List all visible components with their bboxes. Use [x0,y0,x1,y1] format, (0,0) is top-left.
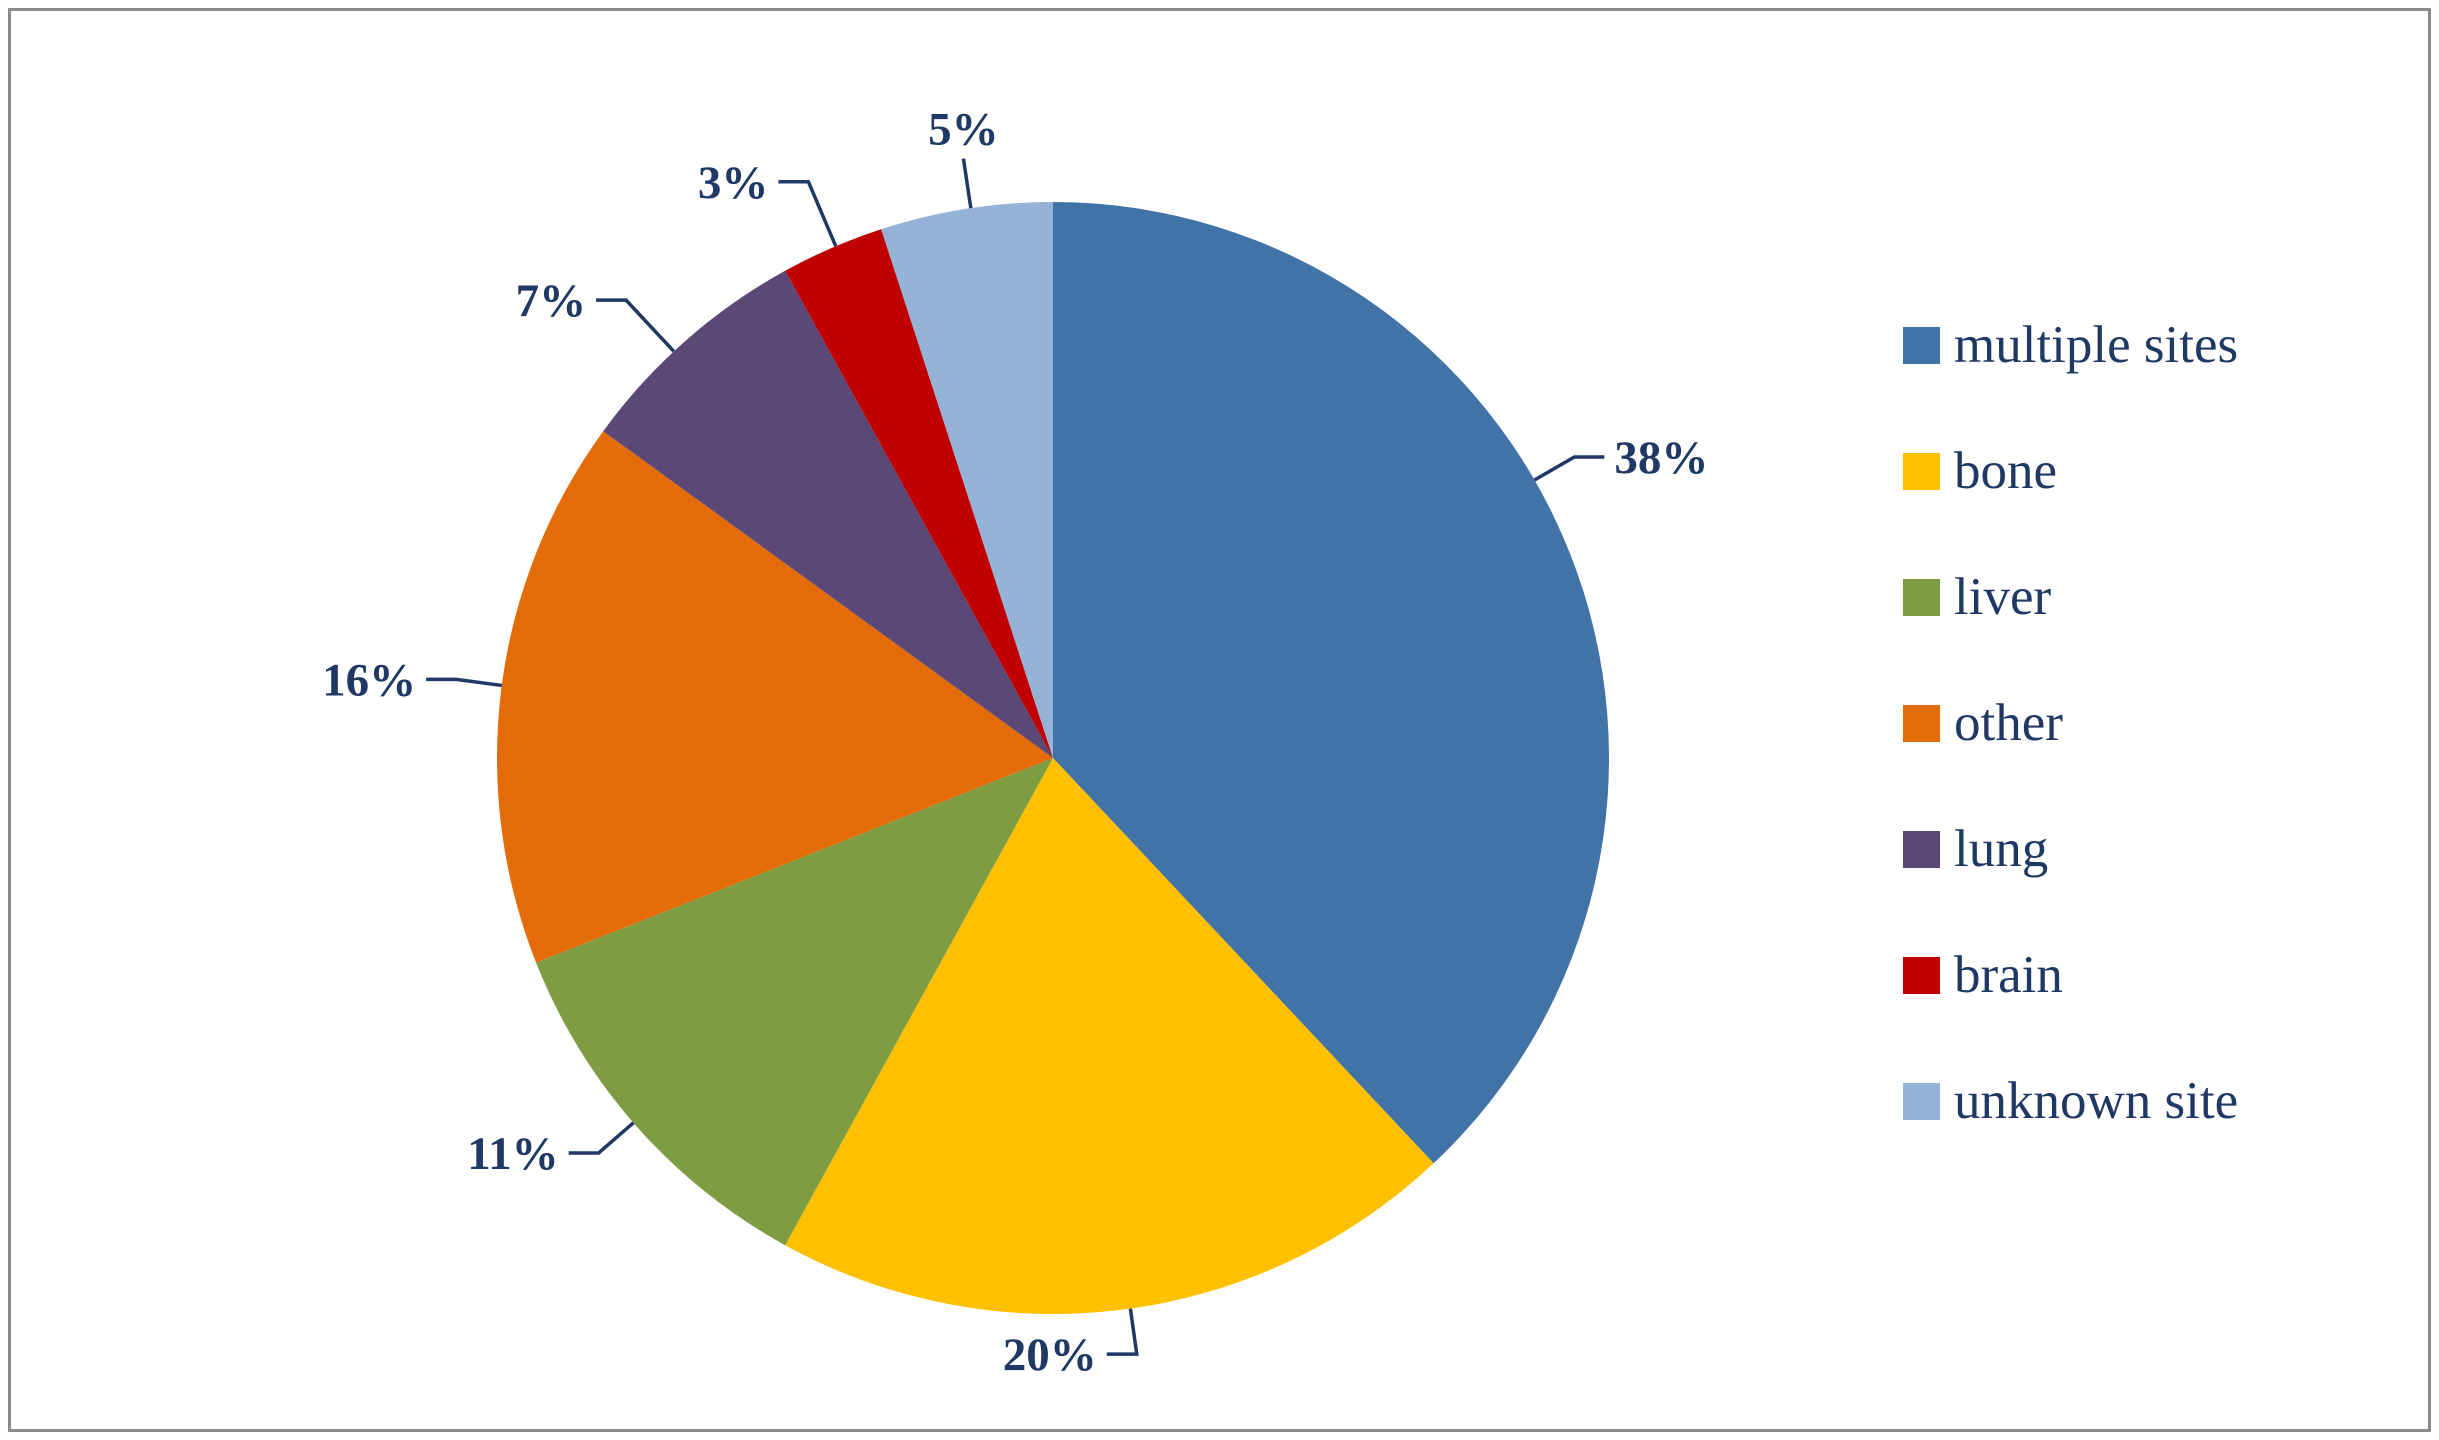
percent-label: 7% [516,275,587,327]
legend-swatch [1903,1082,1940,1120]
leader-line [596,298,676,353]
legend-label: brain [1954,945,2063,1004]
percent-label: 11% [467,1128,558,1180]
legend-label: unknown site [1954,1071,2239,1130]
legend-swatch [1903,326,1940,364]
percent-label: 38% [1614,432,1708,484]
legend-label: bone [1954,441,2058,500]
percent-label: 20% [1003,1329,1097,1381]
pie-slice-lung [603,270,1053,758]
legend-label: liver [1954,567,2052,626]
leader-line [778,180,838,247]
legend-swatch [1903,704,1940,742]
pie-slice-multiple-sites [1053,202,1609,1164]
legend-swatch [1903,830,1940,868]
pie-slice-unknown-site [881,202,1053,758]
legend: multiple sites bone liver other lung bra… [1903,318,2238,1128]
legend-item-brain: brain [1903,948,2238,1002]
leader-line [961,158,973,209]
legend-label: multiple sites [1954,315,2239,374]
legend-item-liver: liver [1903,570,2238,624]
legend-item-multiple-sites: multiple sites [1903,318,2238,372]
leader-line [426,677,502,688]
percent-label: 3% [698,157,769,209]
legend-label: lung [1954,819,2049,878]
pie-slice-other [496,431,1053,963]
leader-line [568,1121,635,1155]
percent-label: 5% [928,104,999,156]
legend-swatch [1903,452,1940,490]
leader-line [1533,455,1605,482]
legend-item-unknown-site: unknown site [1903,1074,2238,1128]
pie-slice-liver [536,758,1053,1246]
legend-swatch [1903,578,1940,616]
pie-slice-bone [785,758,1434,1315]
leader-line [1106,1308,1139,1356]
legend-item-bone: bone [1903,444,2238,498]
pie-slice-brain [785,229,1053,758]
percent-label: 16% [322,654,416,706]
legend-swatch [1903,956,1940,994]
legend-item-other: other [1903,696,2238,750]
legend-label: other [1954,693,2063,752]
legend-item-lung: lung [1903,822,2238,876]
